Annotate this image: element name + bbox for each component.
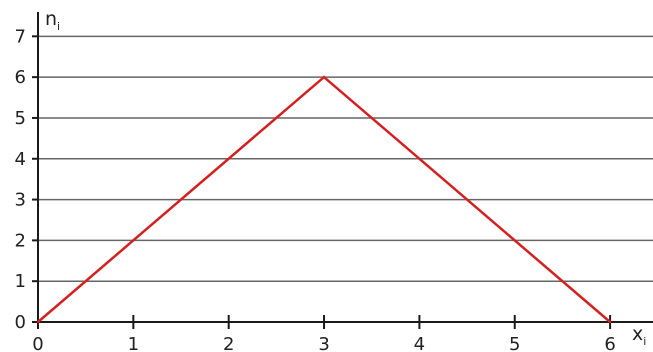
x-tick-label-0: 0 [32,334,43,352]
x-axis-label: xi [632,323,646,348]
x-tick-label-1: 1 [128,334,139,352]
y-tick-label-1: 1 [15,271,26,292]
data-point-0-2 [608,320,612,324]
grid-lines [38,35,653,282]
tick-labels: 0 1 2 3 4 5 6 7 0 1 2 3 4 5 6 [15,26,616,352]
y-tick-label-7: 7 [15,26,26,47]
y-tick-label-4: 4 [15,149,26,170]
data-point-0-1 [322,75,326,79]
y-tick-label-3: 3 [15,190,26,211]
x-tick-label-6: 6 [604,334,615,352]
y-tick-label-6: 6 [15,67,26,88]
x-tick-label-3: 3 [318,334,329,352]
y-tick-label-0: 0 [15,312,26,333]
series-layer [36,75,612,324]
y-tick-label-2: 2 [15,230,26,251]
y-axis-label: ni [45,8,60,33]
x-tick-label-2: 2 [223,334,234,352]
x-tick-label-5: 5 [509,334,520,352]
data-point-0-0 [36,320,40,324]
x-tick-label-4: 4 [414,334,425,352]
y-tick-label-5: 5 [15,108,26,129]
